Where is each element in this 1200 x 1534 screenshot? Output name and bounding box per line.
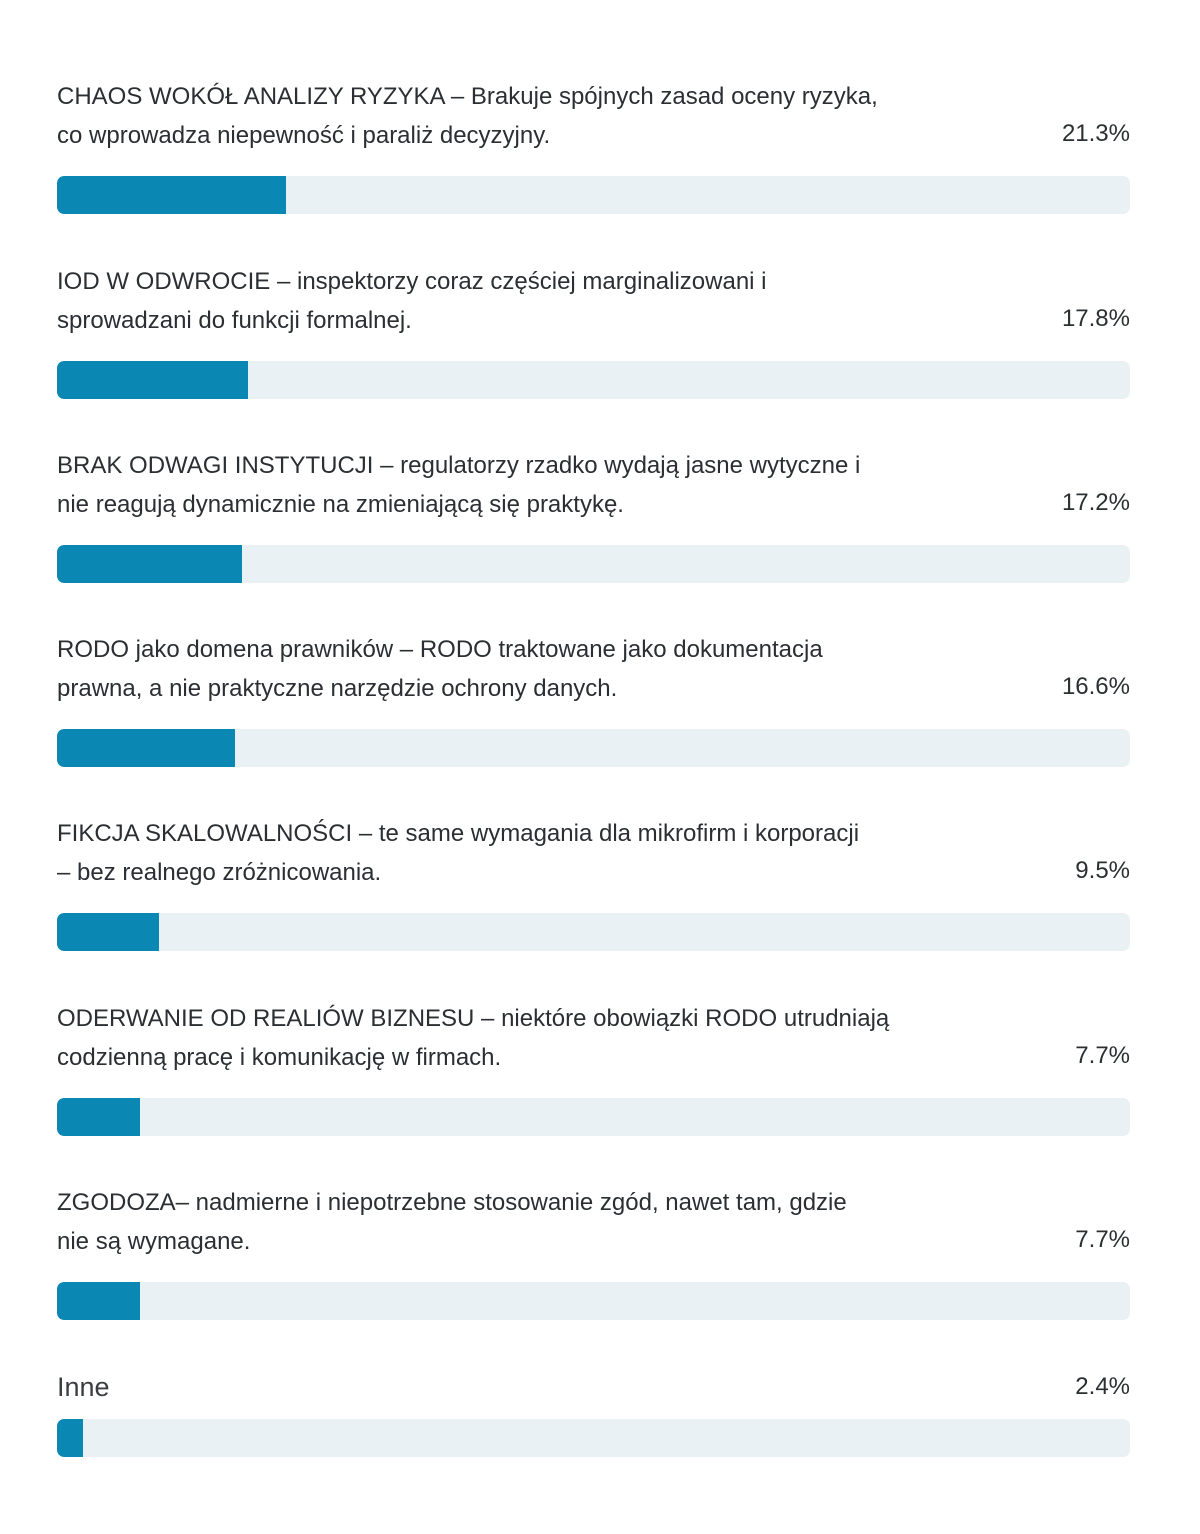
option-label: IOD W ODWROCIE – inspektorzy coraz częśc…: [57, 268, 767, 334]
option-label: FIKCJA SKALOWALNOŚCI – te same wymagania…: [57, 820, 860, 886]
poll-option: BRAK ODWAGI INSTYTUCJI – regulatorzy rza…: [57, 447, 1130, 583]
option-percentage: 7.7%: [1075, 1042, 1130, 1069]
bar-fill: [57, 1098, 140, 1136]
option-percentage: 17.2%: [1061, 489, 1130, 516]
poll-option: CHAOS WOKÓŁ ANALIZY RYZYKA – Brakuje spó…: [57, 78, 1130, 214]
bar-track: [57, 1419, 1130, 1457]
poll-option: RODO jako domena prawników – RODO trakto…: [57, 631, 1130, 767]
bar-track: [57, 176, 1130, 214]
option-percentage: 9.5%: [1075, 857, 1130, 884]
option-label: RODO jako domena prawników – RODO trakto…: [57, 636, 823, 702]
option-percentage: 17.8%: [1061, 305, 1130, 332]
option-label: ODERWANIE OD REALIÓW BIZNESU – niektóre …: [57, 1005, 890, 1071]
poll-option: Inne 2.4%: [57, 1368, 1130, 1468]
option-percentage: 21.3%: [1061, 120, 1130, 147]
option-percentage: 16.6%: [1061, 673, 1130, 700]
poll-option: ODERWANIE OD REALIÓW BIZNESU – niektóre …: [57, 1000, 1130, 1136]
bar-track: [57, 361, 1130, 399]
poll-option: ZGODOZA– nadmierne i niepotrzebne stosow…: [57, 1184, 1130, 1320]
bar-fill: [57, 1419, 83, 1457]
bar-track: [57, 1282, 1130, 1320]
bar-fill: [57, 729, 235, 767]
bar-fill: [57, 913, 159, 951]
poll-option: FIKCJA SKALOWALNOŚCI – te same wymagania…: [57, 815, 1130, 951]
option-percentage: 2.4%: [1075, 1373, 1130, 1400]
bar-fill: [57, 545, 242, 583]
bar-fill: [57, 361, 248, 399]
poll-option: IOD W ODWROCIE – inspektorzy coraz częśc…: [57, 263, 1130, 399]
option-label: Inne: [57, 1372, 110, 1402]
bar-fill: [57, 1282, 140, 1320]
bar-fill: [57, 176, 286, 214]
bar-track: [57, 1098, 1130, 1136]
option-label: ZGODOZA– nadmierne i niepotrzebne stosow…: [57, 1189, 847, 1255]
bar-track: [57, 913, 1130, 951]
bar-track: [57, 729, 1130, 767]
option-label: BRAK ODWAGI INSTYTUCJI – regulatorzy rza…: [57, 452, 861, 518]
option-percentage: 7.7%: [1075, 1226, 1130, 1253]
bar-track: [57, 545, 1130, 583]
option-label: CHAOS WOKÓŁ ANALIZY RYZYKA – Brakuje spó…: [57, 83, 878, 149]
